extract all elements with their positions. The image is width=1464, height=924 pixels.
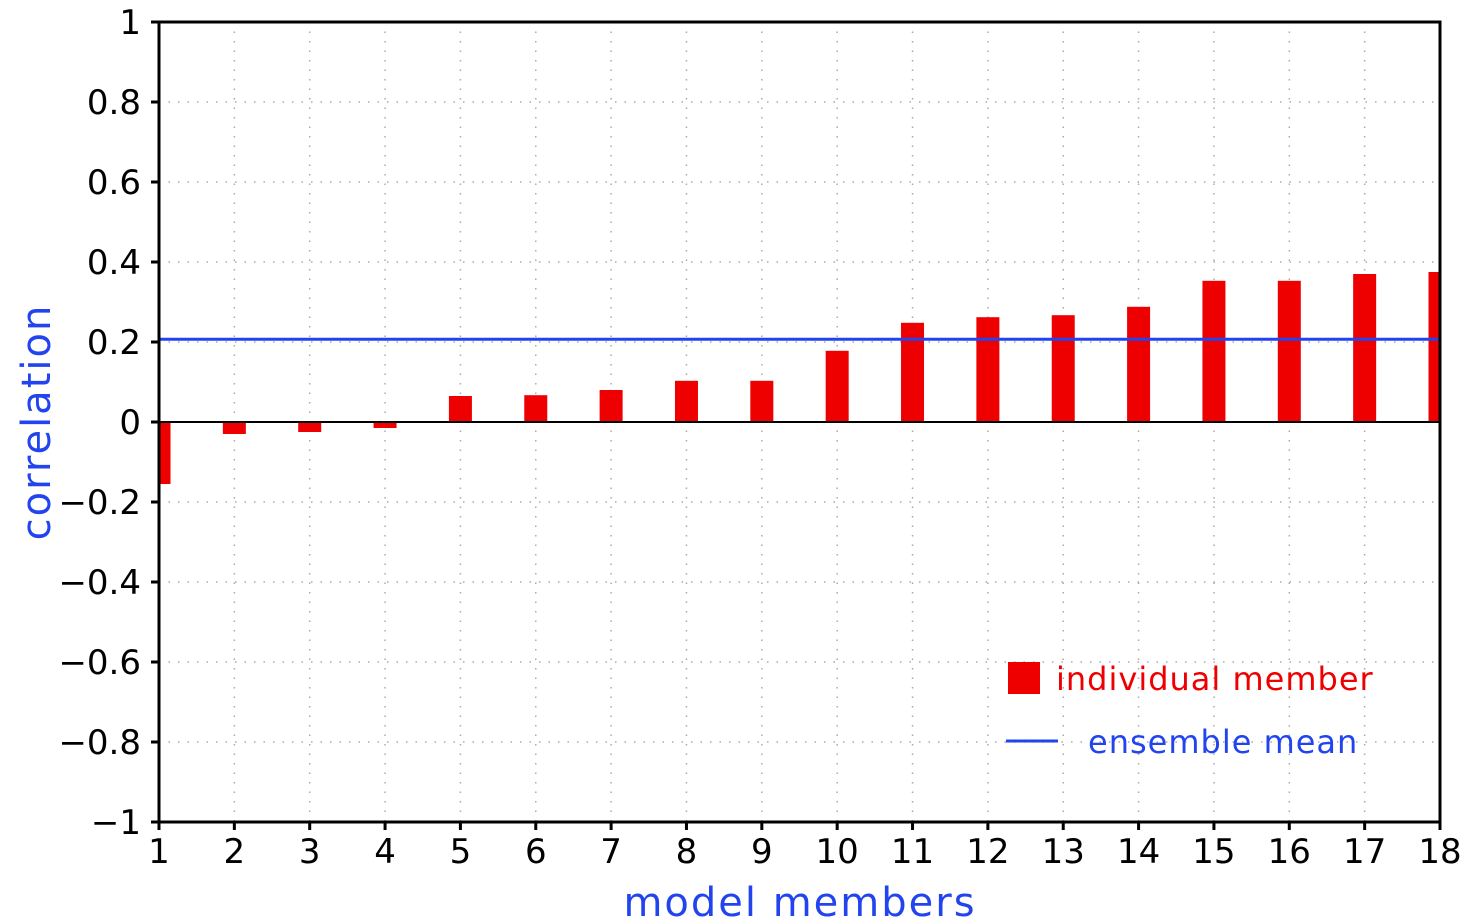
plot-frame: [157, 20, 1442, 824]
bar-member-1: [159, 422, 171, 484]
y-axis-ticks: −1 −0.8 −0.6 −0.4 −0.2 0 0.2 0.4 0.6 0.8 1: [58, 3, 159, 843]
x-axis-ticks: 1 2 3 4 5 6 7 8 9 10 11 12 13 14 15 16 17 18: [148, 822, 1462, 872]
legend-label-ensemble-mean: ensemble mean: [1088, 723, 1358, 761]
x-tick-label: 3: [299, 832, 321, 872]
bar-member-7: [599, 390, 623, 422]
bar-series: [159, 272, 1440, 484]
y-tick-label: −0.8: [58, 723, 141, 763]
bar-member-3: [298, 422, 322, 432]
x-tick-label: 10: [816, 832, 859, 872]
x-tick-label: 1: [148, 832, 170, 872]
bar-member-9: [750, 380, 774, 422]
bar-member-8: [674, 380, 698, 422]
bar-member-16: [1277, 280, 1301, 422]
y-tick-label: −0.2: [58, 483, 141, 523]
x-tick-label: 13: [1042, 832, 1085, 872]
y-axis-title: correlation: [14, 304, 60, 541]
bar-member-5: [448, 396, 472, 422]
x-tick-label: 15: [1192, 832, 1235, 872]
x-tick-label: 9: [751, 832, 773, 872]
y-tick-label: −0.6: [58, 643, 141, 683]
x-tick-label: 8: [676, 832, 698, 872]
bar-member-4: [373, 422, 397, 428]
x-axis-title: model members: [623, 880, 976, 924]
bar-member-10: [825, 350, 849, 422]
y-tick-label: −0.4: [58, 563, 141, 603]
bar-member-6: [524, 395, 548, 422]
x-tick-label: 14: [1117, 832, 1160, 872]
bar-member-12: [976, 317, 1000, 422]
x-tick-label: 16: [1268, 832, 1311, 872]
bar-member-13: [1051, 315, 1075, 422]
legend-label-individual-member: individual member: [1056, 660, 1374, 698]
bar-member-18: [1428, 272, 1440, 422]
legend: individual member ensemble mean: [1006, 660, 1374, 761]
bar-member-14: [1127, 306, 1151, 422]
y-tick-label: −1: [91, 803, 141, 843]
x-tick-label: 11: [891, 832, 934, 872]
bar-member-17: [1353, 274, 1377, 422]
y-tick-label: 0.8: [87, 83, 141, 123]
legend-swatch-individual-member: [1008, 662, 1040, 694]
x-tick-label: 17: [1343, 832, 1386, 872]
bar-member-2: [222, 422, 246, 434]
y-tick-label: 1: [119, 3, 141, 43]
x-tick-label: 6: [525, 832, 547, 872]
x-tick-label: 5: [450, 832, 472, 872]
bar-member-15: [1202, 280, 1226, 422]
bar-member-11: [901, 322, 925, 422]
y-tick-label: 0.6: [87, 163, 141, 203]
y-tick-label: 0: [119, 403, 141, 443]
y-tick-label: 0.2: [87, 323, 141, 363]
y-tick-label: 0.4: [87, 243, 141, 283]
x-tick-label: 7: [600, 832, 622, 872]
x-tick-label: 12: [966, 832, 1009, 872]
x-tick-label: 18: [1418, 832, 1461, 872]
x-tick-label: 2: [224, 832, 246, 872]
x-tick-label: 4: [374, 832, 396, 872]
